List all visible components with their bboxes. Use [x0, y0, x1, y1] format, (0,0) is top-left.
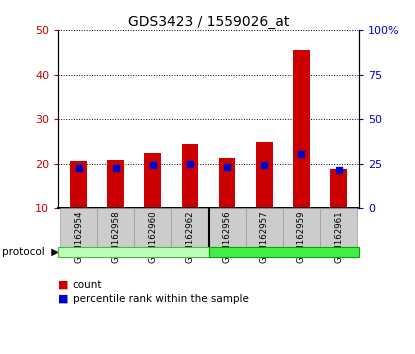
- Point: [261, 162, 268, 167]
- Text: protocol  ▶: protocol ▶: [2, 247, 59, 257]
- Bar: [256, 142, 273, 208]
- Text: GSM162956: GSM162956: [222, 210, 232, 263]
- FancyBboxPatch shape: [60, 208, 97, 248]
- Point: [149, 162, 156, 168]
- Point: [112, 165, 119, 171]
- Text: GSM162961: GSM162961: [334, 210, 343, 263]
- Text: GSM162954: GSM162954: [74, 210, 83, 263]
- Text: count: count: [73, 280, 102, 290]
- Text: GSM162959: GSM162959: [297, 210, 306, 263]
- Text: ■: ■: [58, 294, 68, 304]
- Bar: [144, 153, 161, 208]
- FancyBboxPatch shape: [283, 208, 320, 248]
- Bar: [182, 144, 198, 208]
- FancyBboxPatch shape: [320, 208, 357, 248]
- Title: GDS3423 / 1559026_at: GDS3423 / 1559026_at: [128, 15, 289, 29]
- FancyBboxPatch shape: [134, 208, 171, 248]
- Bar: [293, 50, 310, 208]
- Text: control: control: [114, 247, 153, 257]
- Point: [224, 164, 230, 170]
- Text: percentile rank within the sample: percentile rank within the sample: [73, 294, 249, 304]
- Text: diet: diet: [273, 247, 295, 257]
- FancyBboxPatch shape: [246, 208, 283, 248]
- Bar: [219, 158, 235, 208]
- Point: [75, 165, 82, 171]
- FancyBboxPatch shape: [97, 208, 134, 248]
- Bar: [107, 160, 124, 208]
- Point: [298, 151, 305, 157]
- Text: ■: ■: [58, 280, 68, 290]
- Text: GSM162960: GSM162960: [148, 210, 157, 263]
- Text: GSM162958: GSM162958: [111, 210, 120, 263]
- Point: [187, 161, 193, 166]
- Bar: [70, 161, 87, 208]
- Text: GSM162957: GSM162957: [260, 210, 269, 263]
- Point: [335, 168, 342, 173]
- Bar: [330, 169, 347, 208]
- FancyBboxPatch shape: [209, 208, 246, 248]
- Text: GSM162962: GSM162962: [186, 210, 195, 263]
- FancyBboxPatch shape: [171, 208, 209, 248]
